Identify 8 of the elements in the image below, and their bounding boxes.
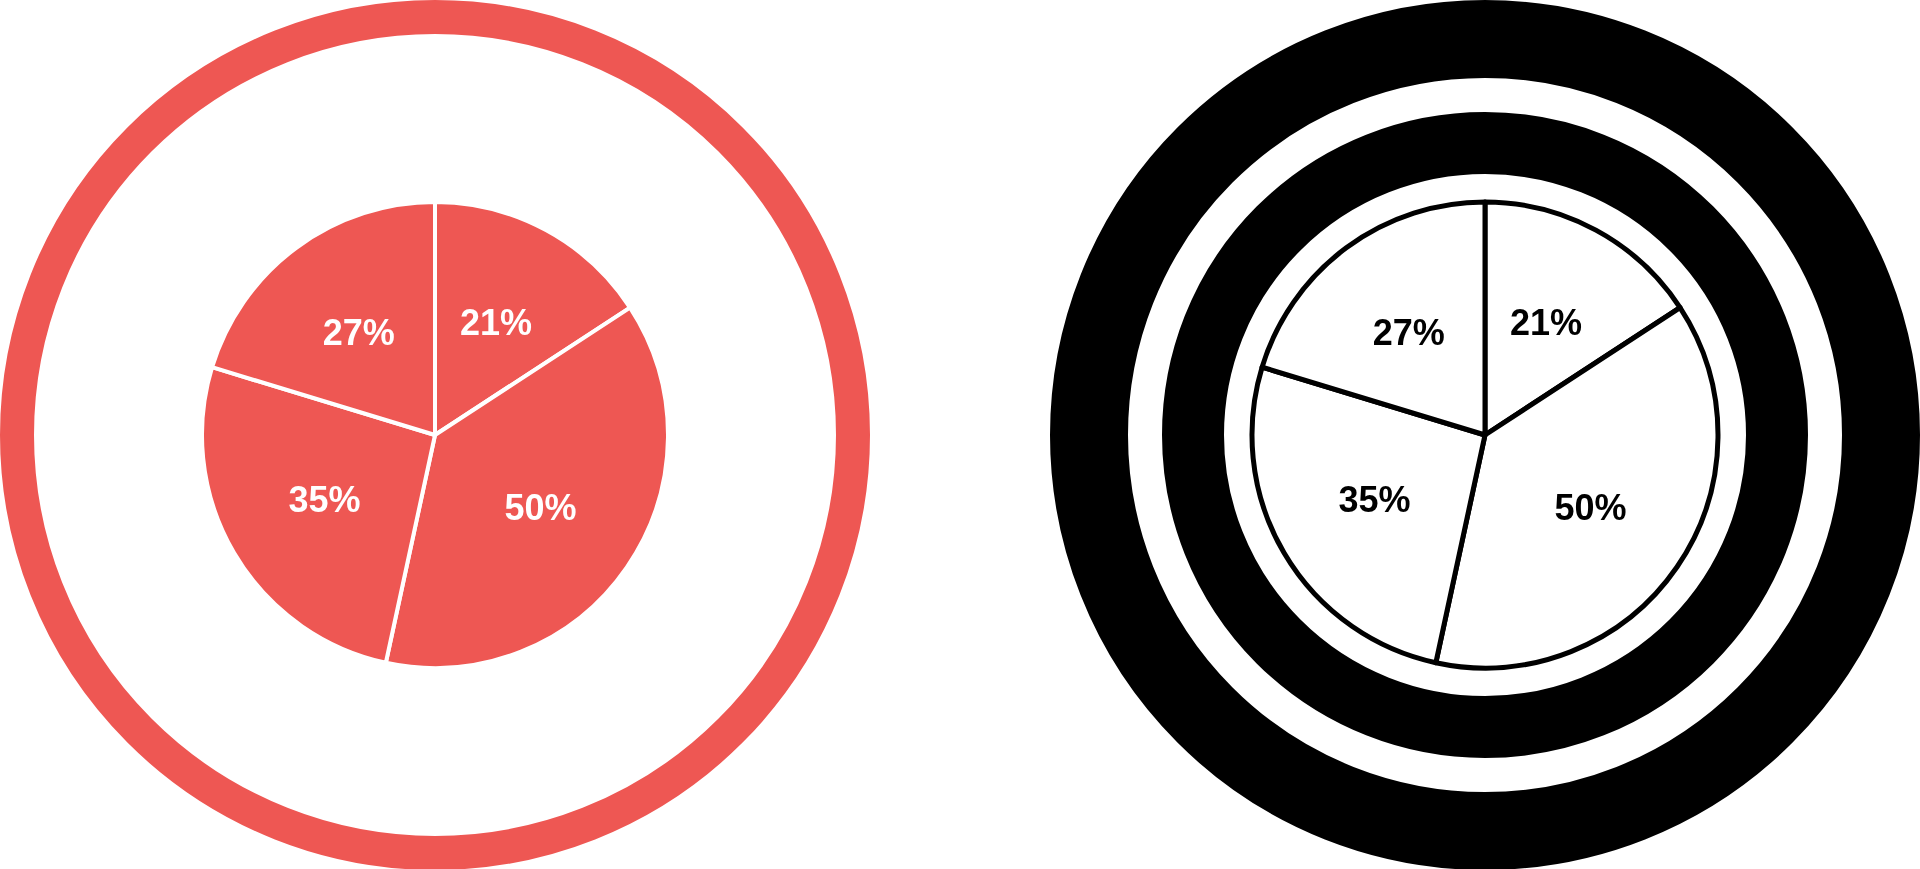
data-label: 50% <box>504 487 577 529</box>
data-label: 35% <box>1338 479 1411 521</box>
data-label: 50% <box>1554 487 1627 529</box>
data-label: 21% <box>1509 301 1583 343</box>
data-label: 21% <box>459 301 533 343</box>
data-label: 27% <box>1372 311 1445 353</box>
data-label: 27% <box>322 311 395 353</box>
data-label: 35% <box>288 479 361 521</box>
